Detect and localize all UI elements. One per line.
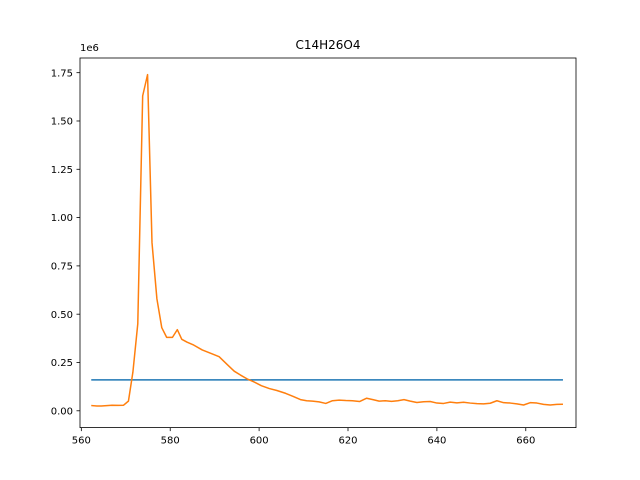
x-tick-label: 660 xyxy=(516,436,535,447)
y-tick-label: 1.25 xyxy=(51,165,73,176)
y-tick-label: 0.00 xyxy=(51,406,73,417)
plot-frame xyxy=(79,57,577,429)
x-tick-label: 560 xyxy=(72,436,91,447)
x-tick-label: 600 xyxy=(250,436,269,447)
series-line-2 xyxy=(91,73,563,407)
x-tick-label: 580 xyxy=(161,436,180,447)
y-tick-label: 0.25 xyxy=(51,358,73,369)
y-tick-label: 1.50 xyxy=(51,117,73,128)
ticks-layer: 560 580 600 620 640 660 0.00 0.25 0.50 0.75 1.00 1.… xyxy=(51,68,536,446)
y-tick-label: 1.00 xyxy=(51,213,73,224)
y-offset-label: 1e6 xyxy=(80,43,99,54)
y-tick-label: 1.75 xyxy=(51,68,73,79)
series-layer xyxy=(91,73,563,407)
x-tick-label: 640 xyxy=(427,436,446,447)
y-tick-label: 0.75 xyxy=(51,261,73,272)
x-tick-label: 620 xyxy=(338,436,357,447)
y-tick-label: 0.50 xyxy=(51,310,73,321)
plot-area xyxy=(80,58,576,428)
chart-title: C14H26O4 xyxy=(295,38,360,52)
